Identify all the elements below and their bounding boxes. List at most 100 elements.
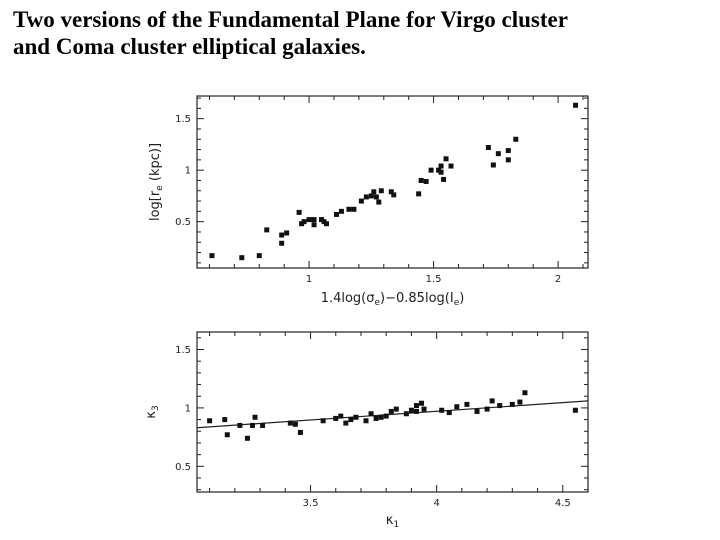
data-point <box>373 415 379 421</box>
data-point <box>438 169 444 175</box>
y-axis-label-subscript: e <box>155 185 165 191</box>
x-tick-label: 4.5 <box>555 498 571 509</box>
data-point <box>237 422 243 428</box>
x-axis-label-symbol: κ <box>386 513 394 528</box>
data-point <box>256 253 262 259</box>
data-point <box>320 418 326 424</box>
x-axis-label-subscript: 1 <box>393 520 399 530</box>
x-axis-label-part-2: )−0.85log(I <box>380 291 454 306</box>
data-point <box>448 163 454 169</box>
data-point <box>428 167 434 173</box>
data-point <box>388 408 394 414</box>
data-point <box>446 410 452 416</box>
slide-title-line-1: Two versions of the Fundamental Plane fo… <box>13 7 568 32</box>
fundamental-plane-plot: 1 1.5 2 0.511.5 1.4log(σe)−0.85log(Ie) log… <box>148 95 589 308</box>
data-point <box>292 421 298 427</box>
kappa-plane-plot: 3.5 4 4.5 0.511.5 κ1 κ3 <box>144 331 589 530</box>
y-tick-label: 1 <box>185 403 191 414</box>
x-tick-label: 3.5 <box>303 498 319 509</box>
x-tick-labels: 3.5 4 4.5 <box>303 498 571 509</box>
data-point <box>421 406 427 412</box>
y-tick-labels: 0.5 1 1.5 <box>175 345 191 473</box>
x-axis-label: 1.4log(σe)−0.85log(Ie) <box>321 291 465 308</box>
data-point <box>505 157 511 163</box>
data-point <box>418 177 424 183</box>
data-point <box>239 255 245 261</box>
data-point <box>383 413 389 419</box>
data-point <box>497 403 503 409</box>
data-points <box>209 102 579 261</box>
data-point <box>301 219 307 225</box>
y-axis-label-part-1: log[r <box>148 190 163 221</box>
data-point <box>572 407 578 413</box>
data-point <box>306 217 312 223</box>
data-point <box>413 403 419 409</box>
data-point <box>509 401 515 407</box>
data-point <box>324 221 330 227</box>
data-point <box>378 414 384 420</box>
data-point <box>376 199 382 205</box>
data-point <box>279 232 285 238</box>
data-point <box>296 209 302 215</box>
data-point <box>284 230 290 236</box>
data-point <box>522 390 528 396</box>
data-point <box>333 415 339 421</box>
data-point <box>353 414 359 420</box>
data-point <box>378 188 384 194</box>
data-point <box>260 422 266 428</box>
data-point <box>222 417 228 423</box>
y-tick-label: 1 <box>185 166 191 177</box>
data-point <box>419 400 425 406</box>
slide-title-line-2: and Coma cluster elliptical galaxies. <box>13 34 366 59</box>
data-points <box>207 390 578 441</box>
y-axis-label-part-2: (kpc)] <box>148 143 163 185</box>
data-point <box>209 253 215 259</box>
data-point <box>358 198 364 204</box>
data-point <box>408 407 414 413</box>
y-tick-label: 1.5 <box>175 345 191 356</box>
data-point <box>474 408 480 414</box>
data-point <box>490 162 496 168</box>
data-point <box>416 191 422 197</box>
x-axis-label-part-1: 1.4log(σ <box>321 291 375 306</box>
y-axis-label-symbol: κ <box>144 411 159 419</box>
data-point <box>573 102 579 108</box>
data-point <box>252 414 258 420</box>
data-point <box>363 418 369 424</box>
x-axis-label-subscript-1: e <box>375 298 381 308</box>
tick-marks <box>197 332 589 492</box>
data-point <box>371 189 377 195</box>
data-point <box>207 418 213 424</box>
x-tick-labels: 1 1.5 2 <box>306 274 561 285</box>
data-point <box>333 211 339 217</box>
data-point <box>485 144 491 150</box>
data-point <box>249 422 255 428</box>
data-point <box>454 404 460 410</box>
data-point <box>351 206 357 212</box>
plot-frame <box>196 95 589 269</box>
data-point <box>343 420 349 426</box>
y-tick-label: 0.5 <box>175 217 191 228</box>
data-point <box>464 401 470 407</box>
data-point <box>297 429 303 435</box>
fit-line <box>196 400 589 429</box>
y-axis-label-subscript: 3 <box>151 405 161 411</box>
data-point <box>393 406 399 412</box>
tick-marks <box>197 96 588 268</box>
data-point <box>517 399 523 405</box>
plot-frame <box>196 331 589 493</box>
data-point <box>391 192 397 198</box>
data-point <box>338 208 344 214</box>
data-point <box>403 411 409 417</box>
x-axis-label-subscript-2: e <box>454 298 460 308</box>
data-point <box>311 217 317 223</box>
data-point <box>489 398 495 404</box>
y-tick-label: 0.5 <box>175 462 191 473</box>
data-point <box>363 194 369 200</box>
data-point <box>439 407 445 413</box>
y-axis-label: log[re (kpc)] <box>148 143 165 221</box>
data-point <box>338 413 344 419</box>
slide-title: Two versions of the Fundamental Plane fo… <box>13 6 713 60</box>
data-point <box>348 417 354 423</box>
